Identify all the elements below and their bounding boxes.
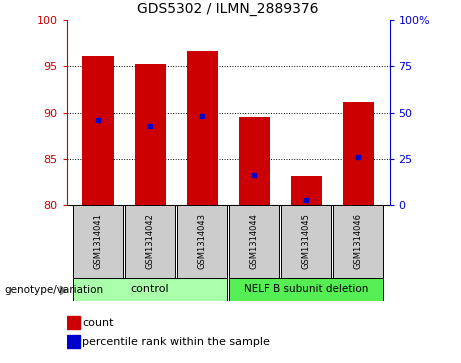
Text: GSM1314044: GSM1314044 [250, 213, 259, 269]
Text: GSM1314041: GSM1314041 [94, 213, 103, 269]
Bar [67, 335, 80, 348]
FancyBboxPatch shape [333, 205, 383, 278]
FancyBboxPatch shape [125, 205, 175, 278]
Text: GSM1314046: GSM1314046 [354, 213, 363, 269]
Bar [343, 102, 374, 205]
Text: control: control [131, 285, 170, 294]
Bar [239, 117, 270, 205]
Text: percentile rank within the sample: percentile rank within the sample [82, 337, 270, 347]
Bar [187, 52, 218, 205]
Text: NELF B subunit deletion: NELF B subunit deletion [244, 285, 368, 294]
FancyBboxPatch shape [73, 205, 123, 278]
FancyBboxPatch shape [229, 278, 383, 301]
Text: count: count [82, 318, 114, 327]
FancyBboxPatch shape [281, 205, 331, 278]
Bar [67, 316, 80, 329]
Text: GSM1314045: GSM1314045 [302, 213, 311, 269]
FancyBboxPatch shape [177, 205, 227, 278]
Text: genotype/variation: genotype/variation [5, 285, 104, 295]
Bar [290, 176, 322, 205]
Text: GSM1314043: GSM1314043 [198, 213, 207, 269]
FancyBboxPatch shape [229, 205, 279, 278]
Title: GDS5302 / ILMN_2889376: GDS5302 / ILMN_2889376 [137, 2, 319, 16]
Bar [83, 56, 114, 205]
Text: GSM1314042: GSM1314042 [146, 213, 154, 269]
FancyBboxPatch shape [73, 278, 227, 301]
Polygon shape [60, 286, 66, 295]
Bar [135, 64, 166, 205]
